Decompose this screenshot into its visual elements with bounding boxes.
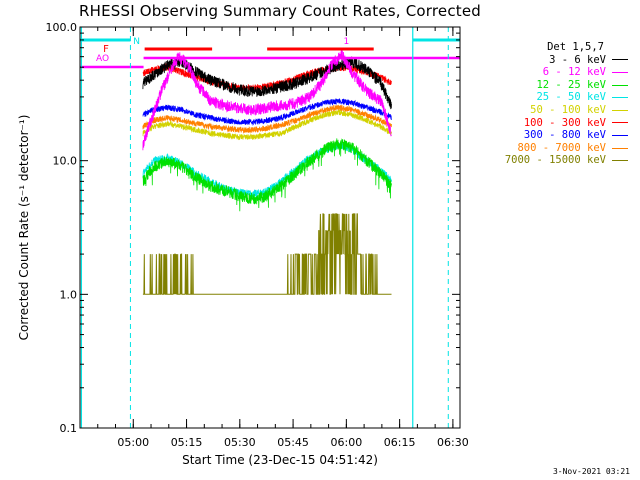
legend-entry-5: 50 - 100 keV <box>476 104 628 117</box>
y-tick-label: 10.0 <box>53 155 78 168</box>
legend-entry-3: 12 - 25 keV <box>476 79 628 92</box>
plot-frame <box>79 26 461 429</box>
series-line-9 <box>142 213 392 295</box>
x-tick-label: 05:15 <box>171 436 203 449</box>
series-line-8 <box>142 104 392 134</box>
attenuator-marker-label: AO <box>96 54 109 64</box>
series-line-7 <box>142 97 392 126</box>
legend: Det 1,5,7 3 - 6 keV 6 - 12 keV 12 - 25 keV… <box>476 41 628 167</box>
legend-swatch <box>612 109 628 111</box>
legend-label: 12 - 25 keV <box>536 78 606 91</box>
legend-swatch <box>612 84 628 86</box>
legend-label: 300 - 800 keV <box>523 129 606 142</box>
legend-label: 800 - 7000 keV <box>517 141 606 154</box>
legend-entry-6: 100 - 300 keV <box>476 117 628 130</box>
legend-entry-8: 800 - 7000 keV <box>476 142 628 155</box>
legend-swatch <box>612 160 628 162</box>
series-line-3 <box>142 138 392 212</box>
legend-swatch <box>612 122 628 124</box>
legend-label: 3 - 6 keV <box>549 53 606 66</box>
legend-entry-4: 25 - 50 keV <box>476 91 628 104</box>
legend-swatch <box>612 134 628 136</box>
legend-label: 50 - 100 keV <box>530 103 606 116</box>
y-tick-label: 100.0 <box>46 21 78 34</box>
x-tick-label: 06:00 <box>331 436 363 449</box>
legend-swatch <box>612 71 628 73</box>
legend-swatch <box>612 59 628 61</box>
legend-rows: 3 - 6 keV 6 - 12 keV 12 - 25 keV 25 - 50 ke… <box>476 54 628 167</box>
y-axis-label: Corrected Count Rate (s⁻¹ detector⁻¹) <box>17 115 31 341</box>
legend-swatch <box>612 97 628 99</box>
x-tick-label: 05:45 <box>277 436 309 449</box>
legend-label: 7000 - 15000 keV <box>504 154 606 167</box>
series-line-5 <box>142 109 392 141</box>
series-line-6 <box>142 62 392 92</box>
x-tick-label: 06:15 <box>384 436 416 449</box>
decor-layer: N FAO 1 <box>80 27 460 428</box>
flare-marker-label: F <box>103 44 109 55</box>
y-tick-label: 0.1 <box>60 422 78 435</box>
legend-entry-2: 6 - 12 keV <box>476 66 628 79</box>
legend-label: 100 - 300 keV <box>523 116 606 129</box>
legend-label: 25 - 50 keV <box>536 91 606 104</box>
data-layer <box>142 50 392 295</box>
axis-layer: 0.1 1.0 10.0 100.0 05:00 05:15 05:30 05:45 06:00… <box>17 21 469 467</box>
legend-entry-7: 300 - 800 keV <box>476 129 628 142</box>
legend-entry-9: 7000 - 15000 keV <box>476 154 628 167</box>
x-tick-label: 05:30 <box>224 436 256 449</box>
x-axis-label: Start Time (23-Dec-15 04:51:42) <box>182 453 378 467</box>
x-tick-label: 05:00 <box>117 436 149 449</box>
chart-title: RHESSI Observing Summary Count Rates, Co… <box>78 2 481 20</box>
x-tick-label: 06:30 <box>437 436 469 449</box>
legend-title: Det 1,5,7 <box>547 41 604 53</box>
legend-swatch <box>612 147 628 149</box>
attenuator-state-label: 1 <box>344 37 350 47</box>
night-marker-label: N <box>133 37 140 47</box>
footer-date: 3-Nov-2021 03:21 <box>552 467 630 476</box>
legend-entry-1: 3 - 6 keV <box>476 54 628 67</box>
y-tick-label: 1.0 <box>60 288 78 301</box>
legend-label: 6 - 12 keV <box>542 66 606 79</box>
